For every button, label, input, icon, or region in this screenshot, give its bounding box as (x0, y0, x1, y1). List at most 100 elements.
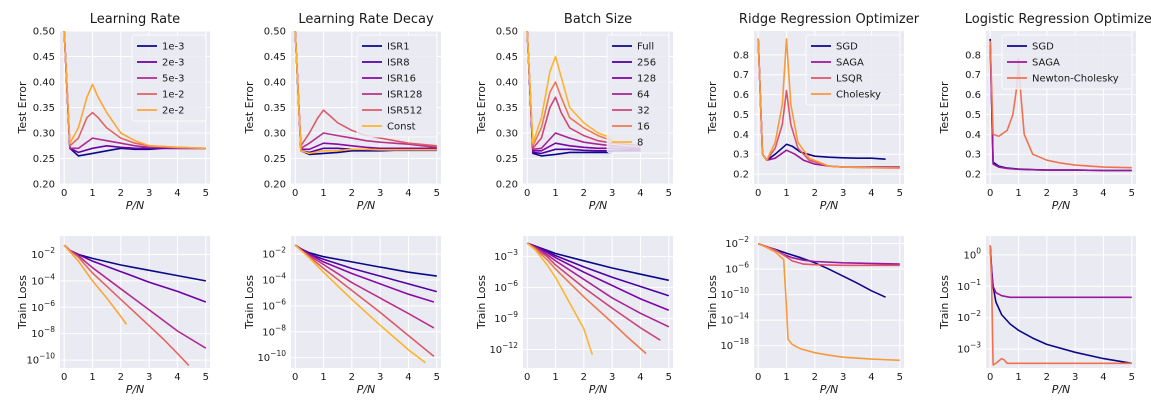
x-tick-label: 3 (1072, 372, 1078, 383)
x-tick-label: 3 (1072, 188, 1078, 199)
x-tick-label: 5 (1129, 372, 1135, 383)
x-tick-label: 4 (868, 188, 874, 199)
legend-entry: SAGA (1032, 58, 1060, 69)
x-tick-label: 0 (61, 188, 67, 199)
y-tick-label: 10−6 (262, 297, 286, 312)
series-line-4 (526, 242, 670, 328)
panel-1: 0.20 0.25 0.30 0.35 0.40 0.45 0.50 0 1 2 3 4 5 Learni… (16, 12, 210, 212)
x-tick-label: 1 (1015, 372, 1021, 383)
y-tick-label: 10−6 (31, 299, 55, 314)
plot-area (754, 236, 904, 368)
x-axis-label: P/N (820, 383, 839, 396)
x-tick-label: 4 (174, 372, 180, 383)
y-axis-label: Test Error (243, 81, 256, 134)
x-axis-label: P/N (126, 199, 145, 212)
y-tick-label: 10−9 (494, 310, 518, 325)
y-tick-label: 0.40 (33, 78, 55, 89)
x-tick-label: 5 (434, 372, 440, 383)
y-tick-label: 10−3 (494, 248, 518, 263)
series-line-3 (294, 244, 435, 303)
series-line-6 (294, 244, 426, 364)
y-tick-label: 0.40 (264, 78, 286, 89)
legend-entry: 1e-3 (162, 42, 185, 53)
y-tick-label: 0.30 (496, 129, 518, 140)
y-tick-label: 0.35 (264, 103, 286, 114)
y-axis-label: Train Loss (243, 275, 256, 330)
x-tick-label: 4 (637, 188, 643, 199)
panel-title: Learning Rate (90, 12, 180, 27)
x-tick-label: 1 (1015, 188, 1021, 199)
series-line-7 (526, 31, 613, 144)
y-axis-label: Train Loss (706, 275, 719, 330)
x-tick-label: 1 (552, 188, 558, 199)
panel-7: 10−2 10−4 10−6 10−8 10−10 0 1 2 3 4 5 P/N Train Loss (243, 236, 441, 396)
x-tick-label: 4 (174, 188, 180, 199)
y-tick-label: 100 (963, 246, 981, 261)
y-tick-label: 0.7 (733, 70, 749, 81)
legend-box (606, 34, 670, 154)
x-tick-label: 0 (987, 188, 993, 199)
y-tick-label: 0.25 (33, 154, 55, 165)
y-tick-label: 0.4 (733, 130, 749, 141)
y-tick-label: 0.5 (965, 110, 981, 121)
panel-5: 0.2 0.3 0.4 0.5 0.6 0.7 0.8 0 1 2 3 4 5 Logistic Regr… (938, 12, 1151, 212)
y-tick-label: 0.35 (33, 103, 55, 114)
x-tick-label: 1 (320, 188, 326, 199)
legend-entry: 16 (637, 122, 650, 133)
series-line-3 (757, 242, 900, 267)
legend-entry: 256 (637, 58, 656, 69)
legend-entry: LSQR (836, 74, 863, 85)
plot-area (986, 236, 1136, 368)
legend-entry: SGD (836, 42, 858, 53)
x-axis-label: P/N (589, 383, 608, 396)
x-tick-label: 2 (812, 372, 818, 383)
x-tick-label: 5 (203, 188, 209, 199)
series-line-3 (294, 31, 437, 151)
y-tick-label: 0.25 (496, 154, 518, 165)
y-tick-label: 10−8 (262, 323, 286, 338)
x-tick-label: 1 (783, 188, 789, 199)
legend-entry: Newton-Cholesky (1032, 74, 1119, 85)
panel-10: 100 10−1 10−2 10−3 0 1 2 3 4 5 P/N Train Loss (938, 236, 1136, 396)
panel-title: Ridge Regression Optimizer (739, 12, 920, 27)
x-axis-label: P/N (1052, 383, 1071, 396)
y-tick-label: 10−2 (957, 309, 981, 324)
x-tick-label: 4 (405, 372, 411, 383)
legend-entry: 5e-3 (162, 74, 185, 85)
y-tick-label: 0.50 (33, 27, 55, 38)
y-tick-label: 0.30 (264, 129, 286, 140)
legend-box (356, 34, 438, 138)
y-axis-label: Test Error (938, 81, 951, 134)
panel-6: 10−2 10−4 10−6 10−8 10−10 0 1 2 3 4 5 P/N Train Loss (16, 236, 210, 396)
x-tick-label: 2 (349, 188, 355, 199)
legend-entry: ISR16 (387, 74, 416, 85)
y-tick-label: 10−10 (26, 352, 55, 367)
y-tick-label: 0.45 (496, 52, 518, 63)
x-tick-label: 2 (349, 372, 355, 383)
x-tick-label: 2 (581, 372, 587, 383)
y-tick-label: 10−8 (31, 325, 55, 340)
x-tick-label: 5 (897, 372, 903, 383)
x-tick-label: 0 (755, 188, 761, 199)
legend-entry: 1e-2 (162, 90, 185, 101)
x-axis-label: P/N (357, 199, 376, 212)
y-tick-label: 10−12 (489, 341, 518, 356)
series-line-5 (63, 244, 128, 325)
series-line-6 (526, 31, 613, 147)
series-line-5 (294, 31, 437, 147)
series-line-3 (989, 245, 1132, 366)
y-tick-label: 0.6 (965, 90, 981, 101)
legend-entry: ISR128 (387, 90, 422, 101)
series-line-6 (294, 31, 437, 155)
y-axis-label: Test Error (16, 81, 29, 134)
y-tick-label: 0.8 (965, 50, 981, 61)
x-tick-label: 2 (1044, 372, 1050, 383)
y-tick-label: 10−4 (262, 272, 286, 287)
x-axis-label: P/N (1052, 199, 1071, 212)
x-tick-label: 0 (61, 372, 67, 383)
x-tick-label: 1 (89, 372, 95, 383)
series-line-1 (526, 31, 613, 157)
y-tick-label: 0.30 (33, 129, 55, 140)
x-tick-label: 5 (1129, 188, 1135, 199)
